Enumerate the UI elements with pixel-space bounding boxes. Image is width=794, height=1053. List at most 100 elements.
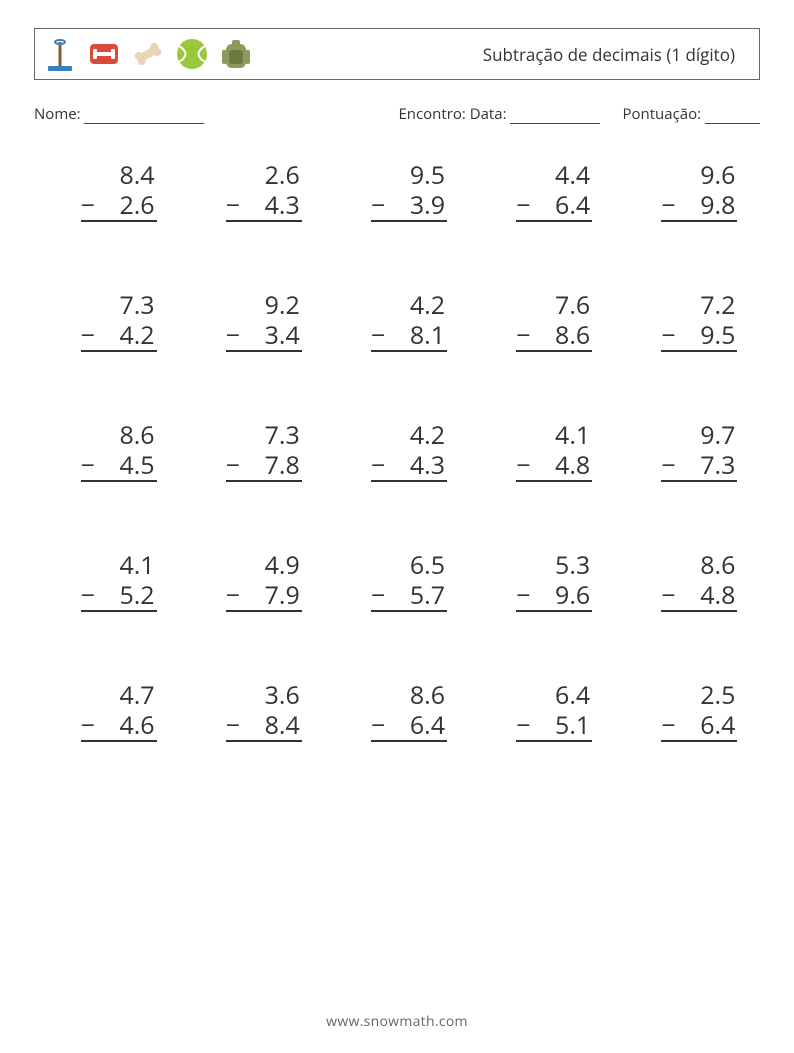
subtrahend-row: −3.9 (371, 190, 447, 222)
problem: 2.6−4.3 (202, 160, 302, 222)
problem: 7.6−8.6 (492, 290, 592, 352)
subtrahend-row: −4.6 (81, 710, 157, 742)
subtrahend: 4.8 (700, 580, 735, 610)
problem: 2.5−6.4 (637, 680, 737, 742)
subtrahend-row: −7.8 (226, 450, 302, 482)
subtrahend: 9.6 (555, 580, 590, 610)
minus-sign: − (661, 450, 675, 480)
minuend: 8.4 (119, 160, 156, 190)
problem: 4.9−7.9 (202, 550, 302, 612)
subtrahend: 7.3 (700, 450, 735, 480)
problem: 9.7−7.3 (637, 420, 737, 482)
problem: 4.1−4.8 (492, 420, 592, 482)
name-blank (84, 109, 204, 124)
subtrahend: 8.1 (410, 320, 445, 350)
subtrahend-row: −6.4 (371, 710, 447, 742)
problem: 4.2−8.1 (347, 290, 447, 352)
subtrahend: 9.5 (700, 320, 735, 350)
minuend: 6.4 (555, 680, 592, 710)
problem: 9.2−3.4 (202, 290, 302, 352)
bone-icon (129, 35, 167, 73)
minuend: 7.3 (265, 420, 302, 450)
subtrahend-row: −5.2 (81, 580, 157, 612)
minuend: 3.6 (265, 680, 302, 710)
minus-sign: − (226, 710, 240, 740)
minuend: 4.1 (555, 420, 592, 450)
date-label: Encontro: Data: (398, 104, 506, 124)
subtrahend-row: −4.3 (371, 450, 447, 482)
minus-sign: − (371, 320, 385, 350)
problem: 4.4−6.4 (492, 160, 592, 222)
problem: 8.6−6.4 (347, 680, 447, 742)
subtrahend: 4.6 (119, 710, 154, 740)
minus-sign: − (81, 710, 95, 740)
subtrahend: 9.8 (700, 190, 735, 220)
problem: 6.4−5.1 (492, 680, 592, 742)
minus-sign: − (226, 320, 240, 350)
minus-sign: − (516, 190, 530, 220)
minuend: 8.6 (119, 420, 156, 450)
minus-sign: − (661, 320, 675, 350)
subtrahend: 6.4 (410, 710, 445, 740)
header-icons (41, 35, 255, 73)
problem: 9.5−3.9 (347, 160, 447, 222)
tennis-ball-icon (173, 35, 211, 73)
subtrahend: 4.8 (555, 450, 590, 480)
subtrahend: 4.5 (119, 450, 154, 480)
minuend: 4.1 (119, 550, 156, 580)
minus-sign: − (661, 580, 675, 610)
minus-sign: − (226, 580, 240, 610)
minus-sign: − (371, 710, 385, 740)
minuend: 6.5 (410, 550, 447, 580)
worksheet-title: Subtração de decimais (1 dígito) (483, 43, 735, 66)
minuend: 8.6 (410, 680, 447, 710)
footer-url: www.snowmath.com (0, 1012, 794, 1031)
subtrahend-row: −5.1 (516, 710, 592, 742)
minuend: 7.6 (555, 290, 592, 320)
subtrahend: 8.4 (265, 710, 300, 740)
problem: 8.4−2.6 (57, 160, 157, 222)
subtrahend-row: −6.4 (516, 190, 592, 222)
ring-toss-icon (41, 35, 79, 73)
minuend: 2.5 (700, 680, 737, 710)
subtrahend-row: −2.6 (81, 190, 157, 222)
minuend: 5.3 (555, 550, 592, 580)
subtrahend-row: −5.7 (371, 580, 447, 612)
subtrahend-row: −8.4 (226, 710, 302, 742)
dumbbell-icon (85, 35, 123, 73)
subtrahend: 4.3 (410, 450, 445, 480)
subtrahend: 7.8 (265, 450, 300, 480)
problem: 8.6−4.5 (57, 420, 157, 482)
subtrahend: 3.9 (410, 190, 445, 220)
minuend: 4.2 (410, 420, 447, 450)
subtrahend: 7.9 (265, 580, 300, 610)
subtrahend: 5.2 (119, 580, 154, 610)
minus-sign: − (81, 580, 95, 610)
problem: 9.6−9.8 (637, 160, 737, 222)
minus-sign: − (661, 710, 675, 740)
problem: 7.3−4.2 (57, 290, 157, 352)
subtrahend-row: −8.6 (516, 320, 592, 352)
minus-sign: − (371, 450, 385, 480)
minus-sign: − (81, 190, 95, 220)
minus-sign: − (516, 580, 530, 610)
subtrahend: 5.1 (555, 710, 590, 740)
minus-sign: − (371, 190, 385, 220)
subtrahend-row: −4.8 (661, 580, 737, 612)
header-box: Subtração de decimais (1 dígito) (34, 28, 760, 80)
subtrahend-row: −4.8 (516, 450, 592, 482)
subtrahend: 6.4 (555, 190, 590, 220)
minus-sign: − (81, 320, 95, 350)
minus-sign: − (226, 190, 240, 220)
meta-row: Nome: Encontro: Data: Pontuação: (34, 104, 760, 124)
subtrahend: 4.3 (265, 190, 300, 220)
problem: 4.1−5.2 (57, 550, 157, 612)
minuend: 2.6 (265, 160, 302, 190)
minus-sign: − (81, 450, 95, 480)
minus-sign: − (661, 190, 675, 220)
subtrahend: 8.6 (555, 320, 590, 350)
problem: 4.2−4.3 (347, 420, 447, 482)
subtrahend: 6.4 (700, 710, 735, 740)
problem: 7.3−7.8 (202, 420, 302, 482)
subtrahend: 3.4 (265, 320, 300, 350)
